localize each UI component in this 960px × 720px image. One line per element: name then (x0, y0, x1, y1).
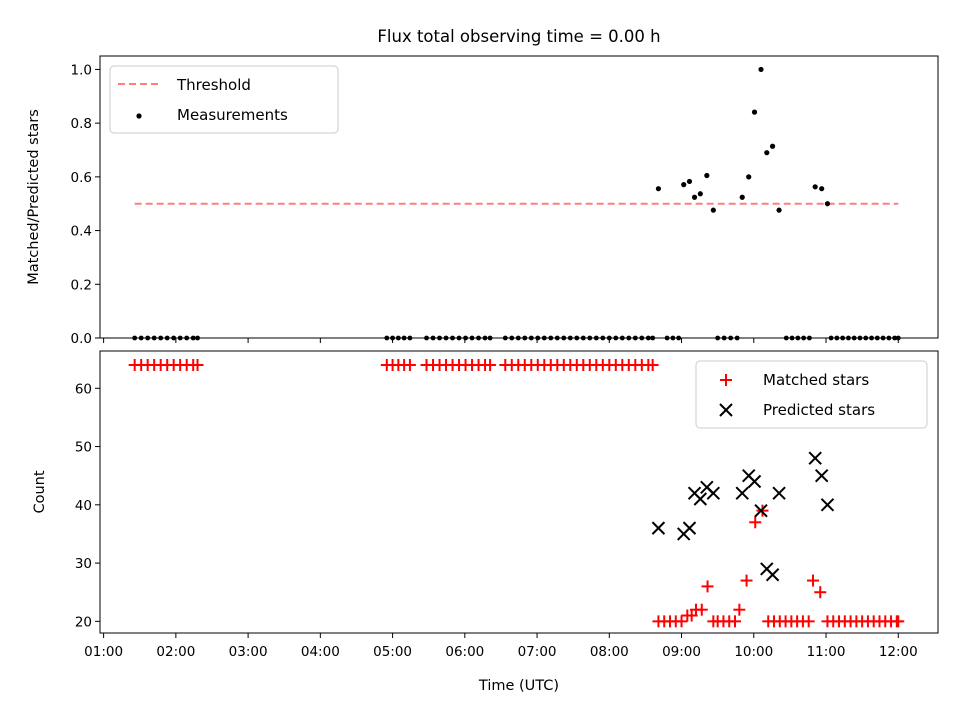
measurement-point (819, 186, 825, 192)
measurement-point (686, 178, 693, 185)
bottom-x-tick-label: 03:00 (229, 644, 268, 660)
legend-label-predicted: Predicted stars (763, 401, 875, 419)
predicted-star-point (682, 521, 697, 535)
measurement-point (746, 174, 752, 180)
predicted-stars-points (651, 451, 835, 582)
matched-star-point (191, 358, 204, 371)
bottom-y-tick-label: 40 (75, 498, 92, 514)
predicted-star-point (693, 492, 708, 506)
matched-star-point (749, 516, 762, 529)
measurement-points (655, 66, 831, 213)
predicted-star-point (772, 486, 786, 500)
bottom-y-axis-ticks: 20 30 40 50 60 (75, 381, 100, 630)
measurement-point (704, 172, 710, 179)
bottom-x-tick-label: 12:00 (879, 644, 918, 660)
measurement-point (697, 191, 703, 197)
bottom-y-tick-label: 60 (75, 381, 92, 397)
bottom-y-tick-label: 50 (75, 440, 92, 456)
bottom-axes-frame (99, 350, 939, 634)
top-y-axis-ticks: 0.0 0.2 0.4 0.6 0.8 1.0 (71, 62, 100, 347)
measurement-point (681, 182, 687, 188)
legend-label-measurements: Measurements (177, 106, 288, 124)
measurement-point (758, 66, 764, 73)
legend-label-threshold: Threshold (176, 76, 251, 94)
top-y-tick-label: 1.0 (71, 62, 92, 78)
matched-star-point (814, 586, 827, 599)
measurement-point (710, 207, 716, 213)
matched-legend-swatch (720, 374, 732, 386)
bottom-y-tick-label: 20 (75, 614, 92, 630)
top-y-axis-title: Matched/Predicted stars (26, 109, 42, 285)
matched-star-point (695, 603, 708, 616)
top-x-axis-ticks (103, 338, 899, 343)
bottom-x-tick-label: 11:00 (807, 644, 846, 660)
top-y-tick-label: 0.6 (71, 170, 92, 186)
top-legend: Threshold Measurements (109, 65, 339, 134)
matched-star-point (802, 615, 815, 628)
top-legend-box (109, 65, 339, 134)
matched-star-point (646, 358, 659, 371)
matched-star-point (707, 615, 720, 628)
predicted-star-point (765, 568, 780, 582)
predicted-star-point (735, 486, 749, 500)
predicted-star-point (651, 521, 666, 535)
figure-title: Flux total observing time = 0.00 h (377, 27, 660, 46)
top-y-tick-label: 0.8 (71, 116, 92, 132)
measurement-point (655, 186, 662, 192)
top-axes-frame (99, 55, 939, 339)
bottom-x-tick-label: 10:00 (734, 644, 773, 660)
measurement-point (764, 150, 770, 156)
bottom-legend-box (695, 360, 928, 429)
bottom-x-tick-label: 08:00 (590, 644, 629, 660)
legend-label-matched: Matched stars (763, 371, 869, 389)
matched-star-point (756, 504, 769, 517)
measurement-point (812, 184, 818, 190)
measurement-point (691, 194, 698, 200)
matched-star-point (675, 615, 688, 628)
matched-star-point (729, 615, 742, 628)
measurement-point (769, 143, 776, 149)
bottom-x-axis-title: Time (UTC) (478, 678, 559, 694)
bottom-x-axis-ticks: 01:00 02:00 03:00 04:00 05:00 06:00 07:00 08:00… (84, 633, 918, 660)
bottom-x-tick-label: 01:00 (84, 644, 123, 660)
predicted-star-point (706, 486, 721, 500)
matched-star-point (740, 574, 753, 587)
matched-star-point (484, 358, 497, 371)
measurement-point (739, 194, 745, 200)
top-y-tick-label: 0.2 (71, 277, 92, 293)
matched-stars-points (128, 358, 905, 628)
top-y-tick-label: 0.0 (71, 331, 92, 347)
predicted-legend-swatch (719, 403, 733, 417)
measurement-point (776, 207, 782, 213)
matched-star-point (403, 358, 416, 371)
predicted-star-point (747, 474, 762, 489)
predicted-star-point (820, 498, 835, 512)
measurement-point (751, 109, 758, 115)
bottom-x-tick-label: 07:00 (518, 644, 557, 660)
bottom-x-tick-label: 06:00 (445, 644, 484, 660)
predicted-star-point (808, 451, 822, 465)
matched-star-point (701, 580, 714, 593)
measurement-point (824, 201, 831, 207)
predicted-star-point (754, 503, 768, 518)
top-y-tick-label: 0.4 (71, 224, 92, 240)
bottom-y-axis-title: Count (32, 470, 48, 513)
bottom-x-tick-label: 04:00 (301, 644, 340, 660)
matched-star-point (892, 615, 905, 628)
bottom-legend: Matched stars Predicted stars (695, 360, 928, 429)
measurements-legend-swatch (136, 113, 142, 119)
matched-star-point (807, 574, 820, 587)
predicted-star-point (814, 468, 829, 483)
matched-star-point (733, 603, 746, 616)
bottom-x-tick-label: 05:00 (373, 644, 412, 660)
bottom-x-tick-label: 02:00 (156, 644, 195, 660)
bottom-x-tick-label: 09:00 (662, 644, 701, 660)
bottom-panel: 20 30 40 50 60 01:00 02:00 03:00 04:00 05:00 06:0… (32, 350, 939, 694)
top-panel: 0.0 0.2 0.4 0.6 0.8 1.0 Matched/Predicted sta… (26, 55, 939, 347)
bottom-y-tick-label: 30 (75, 556, 92, 572)
